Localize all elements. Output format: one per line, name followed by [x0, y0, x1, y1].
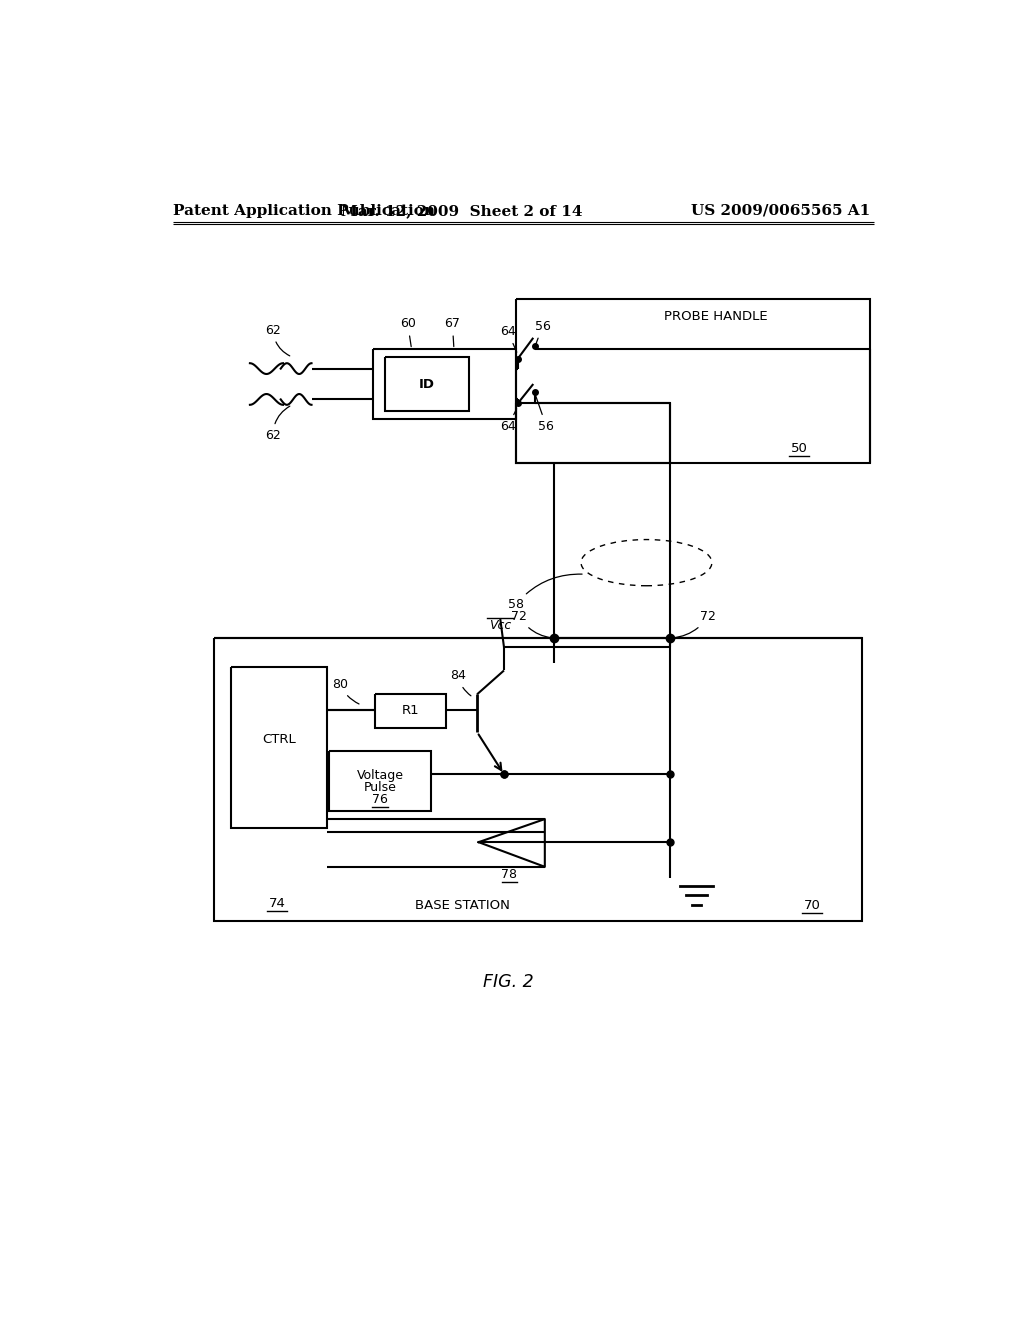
Text: 56: 56: [536, 396, 554, 433]
Text: 50: 50: [791, 442, 807, 455]
Text: 56: 56: [535, 319, 551, 345]
Text: 64: 64: [500, 409, 517, 433]
Text: 60: 60: [399, 317, 416, 347]
Text: 74: 74: [268, 898, 286, 911]
Text: CTRL: CTRL: [262, 733, 296, 746]
Text: 64: 64: [500, 325, 517, 352]
Text: 76: 76: [372, 792, 388, 805]
Text: ID: ID: [419, 378, 435, 391]
Text: Patent Application Publication: Patent Application Publication: [173, 203, 435, 218]
Text: 72: 72: [673, 610, 716, 638]
Text: US 2009/0065565 A1: US 2009/0065565 A1: [690, 203, 869, 218]
Text: R1: R1: [402, 705, 420, 717]
Text: Mar. 12, 2009  Sheet 2 of 14: Mar. 12, 2009 Sheet 2 of 14: [341, 203, 583, 218]
Text: 62: 62: [265, 407, 290, 442]
Text: 67: 67: [444, 317, 461, 347]
Text: 78: 78: [502, 869, 517, 880]
Text: Voltage: Voltage: [356, 768, 403, 781]
Text: 70: 70: [804, 899, 820, 912]
Text: 58: 58: [508, 574, 582, 611]
Text: Pulse: Pulse: [364, 781, 396, 795]
Text: 62: 62: [265, 323, 290, 356]
Text: 84: 84: [450, 669, 471, 696]
Text: 72: 72: [511, 610, 551, 638]
Text: 80: 80: [332, 677, 359, 704]
Text: Vcc: Vcc: [489, 619, 511, 632]
Text: BASE STATION: BASE STATION: [416, 899, 510, 912]
Text: PROBE HANDLE: PROBE HANDLE: [664, 310, 768, 323]
Text: FIG. 2: FIG. 2: [482, 973, 534, 991]
